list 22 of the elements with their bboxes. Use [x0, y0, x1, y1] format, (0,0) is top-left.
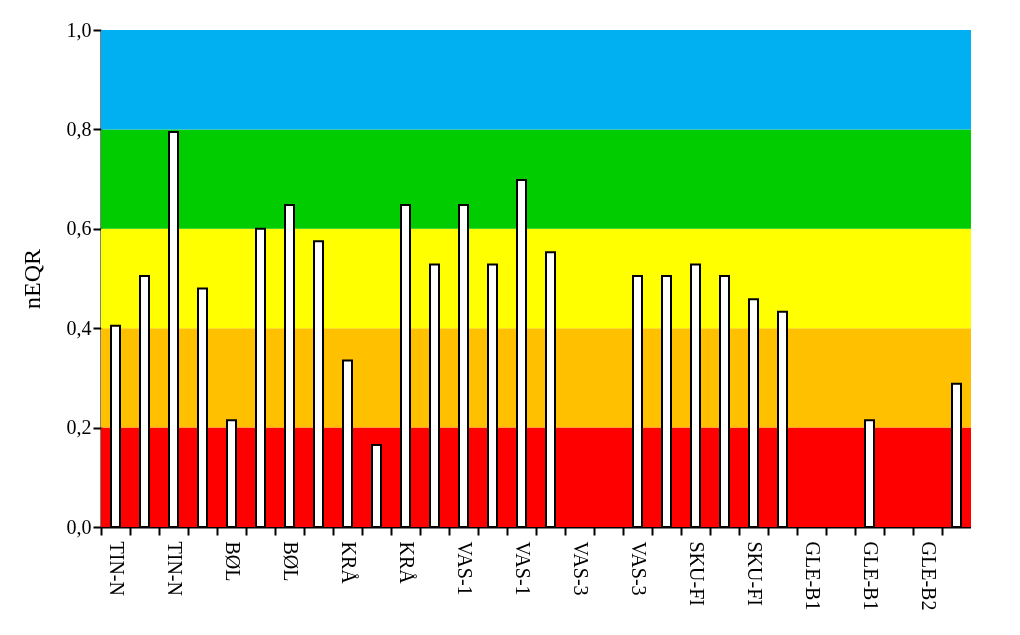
x-tick-label: SKU-FI — [743, 541, 766, 606]
x-tick-label: SKU-FI — [685, 541, 708, 606]
x-tick-label: VAS-1 — [453, 541, 476, 596]
y-tick-label: 0,2 — [66, 416, 92, 439]
x-tick-label: VAS-3 — [569, 541, 592, 596]
y-tick-label: 0,4 — [66, 316, 92, 339]
y-tick-label: 1,0 — [66, 18, 92, 41]
x-tick-label: VAS-1 — [511, 541, 534, 596]
x-tick-label: GLE-B1 — [859, 541, 882, 611]
x-tick-label: VAS-3 — [627, 541, 650, 596]
x-tick-label: BØL — [221, 541, 244, 582]
x-tick-label: KRÅ — [395, 541, 418, 585]
x-tick-label: KRÅ — [337, 541, 360, 585]
y-axis-title: nEQR — [18, 249, 45, 309]
x-tick-label: GLE-B2 — [917, 541, 940, 611]
y-tick-label: 0,0 — [66, 515, 92, 538]
x-tick-label: TIN-N — [163, 541, 186, 596]
x-tick-label: TIN-N — [105, 541, 128, 596]
y-tick-label: 0,8 — [66, 117, 92, 140]
y-tick-label: 0,6 — [66, 217, 92, 240]
x-tick-label: GLE-B1 — [801, 541, 824, 611]
x-tick-label: BØL — [279, 541, 302, 582]
